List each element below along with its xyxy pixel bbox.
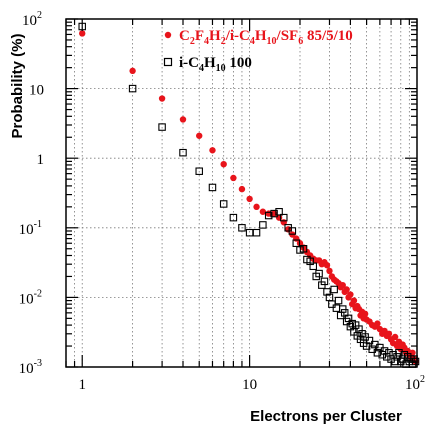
data-point	[220, 160, 227, 168]
data-point	[280, 213, 288, 222]
data-point	[338, 305, 347, 313]
data-marks	[78, 22, 420, 368]
data-point	[373, 349, 382, 357]
data-point	[332, 304, 341, 312]
data-point	[270, 209, 278, 218]
legend-label: C2F4H2/i-C4H10/SF6 85/5/10	[179, 28, 353, 47]
grid	[66, 19, 417, 367]
series-1	[79, 30, 419, 365]
data-point	[208, 183, 217, 192]
y-axis-title: Probability (%)	[9, 33, 26, 138]
series-2	[78, 22, 420, 368]
data-point	[336, 311, 345, 320]
y-tick-label: 10	[29, 83, 44, 99]
data-point	[385, 330, 393, 337]
data-point	[409, 349, 416, 356]
data-point	[299, 245, 308, 253]
data-point	[253, 203, 260, 211]
data-point	[326, 267, 333, 275]
axis-ticks	[65, 18, 418, 368]
data-point	[374, 320, 381, 327]
data-point	[378, 350, 386, 359]
legend-label: i-C4H10 100	[179, 55, 252, 74]
legend-marker	[163, 57, 173, 67]
data-point	[128, 84, 137, 93]
data-point	[323, 288, 331, 296]
data-point	[195, 167, 203, 175]
y-tick-label: 10-1	[19, 219, 42, 238]
data-point	[309, 262, 318, 271]
data-point	[158, 95, 166, 102]
data-point	[343, 286, 350, 293]
y-tick-label: 1	[37, 152, 45, 168]
y-tick-label: 10-3	[19, 358, 42, 377]
data-point	[347, 291, 354, 298]
data-point	[339, 281, 346, 289]
data-point	[323, 262, 331, 269]
data-point	[259, 208, 267, 215]
data-point	[361, 310, 369, 318]
x-tick-label: 102	[405, 374, 425, 393]
data-point	[129, 67, 136, 75]
x-tick-label: 1	[78, 377, 86, 393]
data-point	[246, 195, 253, 203]
data-point	[365, 336, 374, 345]
data-point	[391, 333, 399, 341]
data-point	[320, 277, 329, 286]
data-point	[340, 309, 349, 317]
legend-marker	[164, 31, 172, 39]
x-tick-label: 10	[242, 377, 257, 393]
data-point	[330, 285, 338, 294]
data-point	[275, 208, 283, 216]
data-point	[219, 200, 228, 208]
data-point	[264, 211, 273, 220]
data-point	[179, 148, 187, 157]
data-point	[238, 185, 246, 193]
data-point	[350, 297, 358, 304]
data-point	[284, 226, 292, 233]
data-point	[259, 221, 267, 229]
data-point	[179, 116, 187, 123]
data-point	[79, 30, 86, 37]
data-point	[288, 227, 297, 235]
data-point	[209, 147, 216, 154]
data-point	[238, 224, 246, 232]
data-point	[158, 123, 166, 131]
data-point	[229, 213, 238, 222]
y-tick-label: 10-2	[19, 288, 42, 307]
tick-labels: 1 10 102 10-3 10-2 10-1 1 10 102	[19, 10, 425, 393]
data-point	[334, 296, 343, 305]
data-point	[315, 269, 323, 278]
data-point	[252, 228, 261, 237]
x-axis-title: Electrons per Cluster	[250, 408, 402, 425]
data-point	[318, 281, 326, 289]
data-point	[411, 357, 420, 366]
legend: C2F4H2/i-C4H10/SF6 85/5/10 i-C4H10 100	[163, 28, 353, 74]
data-point	[230, 174, 237, 182]
y-tick-label: 102	[22, 10, 42, 29]
data-point	[391, 357, 399, 366]
data-point	[245, 228, 254, 237]
data-point	[196, 132, 203, 139]
